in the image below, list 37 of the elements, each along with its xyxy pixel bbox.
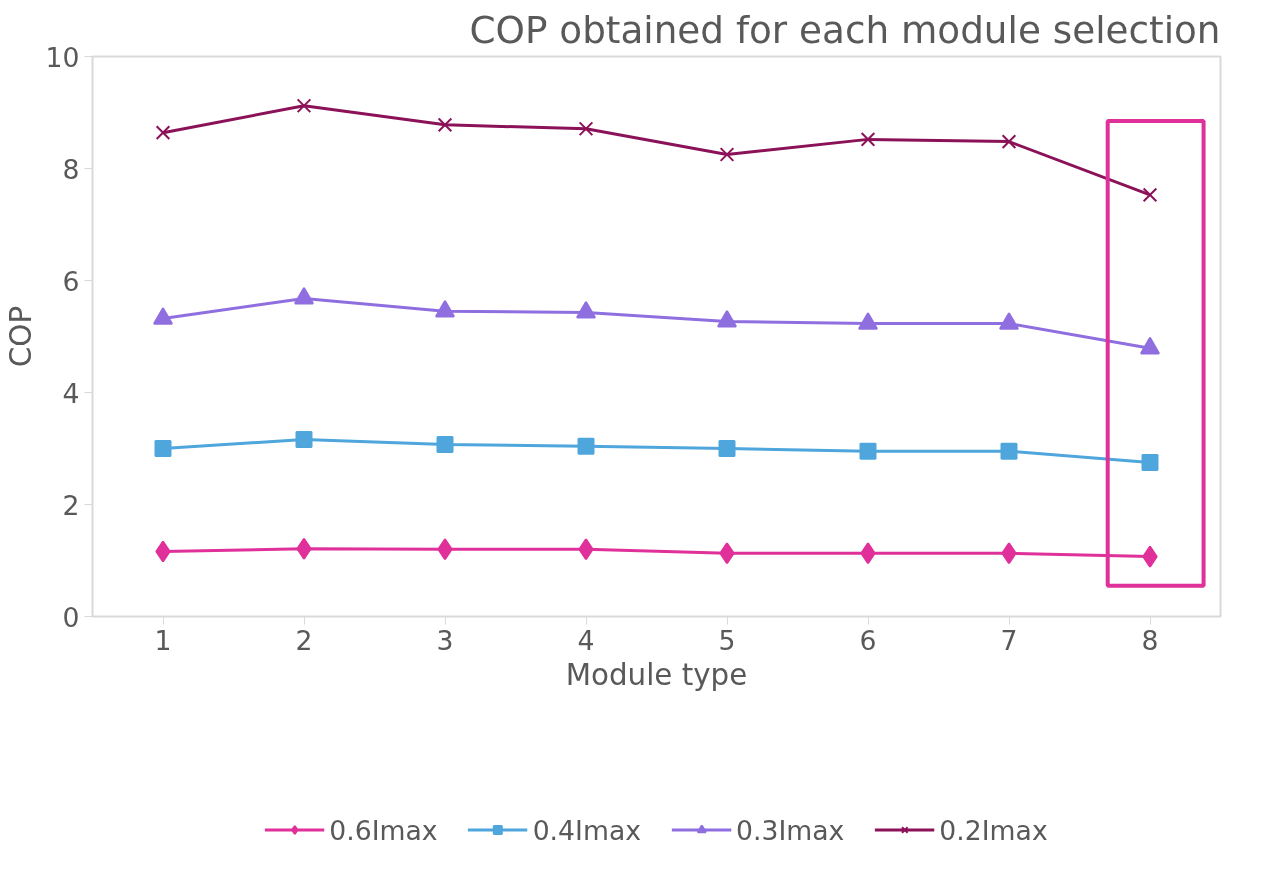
x-tick-label: 2 bbox=[295, 624, 313, 656]
point bbox=[1141, 454, 1159, 471]
x-tick-label: 6 bbox=[859, 624, 877, 656]
y-tick-label: 0 bbox=[62, 601, 80, 633]
point bbox=[719, 147, 735, 162]
point bbox=[1001, 134, 1017, 149]
x-tick-label: 3 bbox=[436, 624, 454, 656]
legend-label: 0.2Imax bbox=[939, 814, 1048, 845]
point bbox=[718, 440, 736, 457]
point bbox=[155, 125, 171, 141]
point bbox=[437, 117, 453, 133]
y-axis-title: COP bbox=[3, 305, 38, 368]
point bbox=[295, 431, 313, 449]
point bbox=[1000, 442, 1018, 460]
point bbox=[860, 132, 876, 147]
x-tick-label: 1 bbox=[154, 624, 172, 656]
point bbox=[577, 437, 595, 455]
x-axis-title: Module type bbox=[565, 657, 748, 692]
chart-title: COP obtained for each module selection bbox=[469, 7, 1221, 52]
legend-label: 0.4Imax bbox=[532, 814, 641, 845]
legend-label: 0.6Imax bbox=[329, 814, 438, 845]
y-tick-label: 6 bbox=[62, 265, 80, 297]
point bbox=[578, 121, 594, 137]
x-tick-label: 4 bbox=[577, 624, 595, 656]
y-tick-label: 2 bbox=[62, 489, 80, 521]
legend-label: 0.3Imax bbox=[736, 814, 845, 845]
x-tick-label: 5 bbox=[718, 624, 736, 656]
y-tick-label: 10 bbox=[45, 41, 80, 73]
point bbox=[859, 442, 877, 460]
x-tick-label: 8 bbox=[1141, 624, 1159, 656]
point bbox=[154, 440, 172, 457]
point bbox=[296, 98, 312, 114]
point bbox=[436, 436, 454, 454]
point bbox=[1142, 187, 1158, 203]
y-tick-label: 8 bbox=[62, 153, 80, 185]
y-tick-label: 4 bbox=[62, 377, 80, 409]
x-tick-label: 7 bbox=[1000, 624, 1018, 656]
